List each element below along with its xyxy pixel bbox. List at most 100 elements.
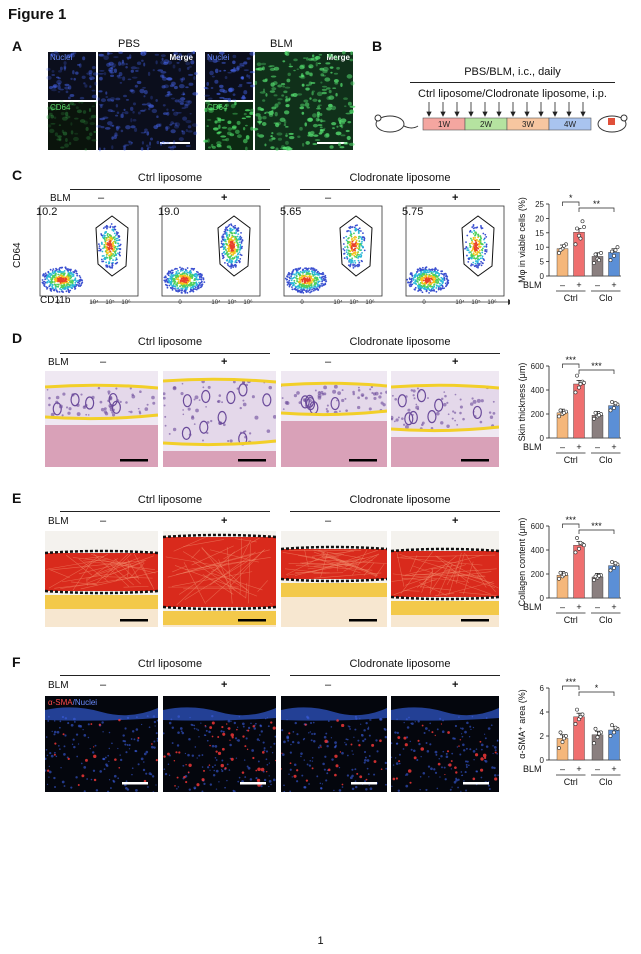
group-label: Clo [599,615,613,625]
d-sign-2: + [221,356,228,368]
merge-label: Merge [326,53,350,62]
data-point [608,408,613,413]
d-clodronate-liposome: Clodronate liposome [349,336,451,348]
sig-bracket [562,363,580,368]
tick-label: 600 [531,362,545,371]
data-point [613,561,618,566]
tick-label: 200 [531,410,545,419]
chart-blm-label: BLM [523,602,542,612]
f-ctrl-liposome: Ctrl liposome [137,658,203,670]
bar [573,545,585,599]
panel-a-label: A [12,38,23,54]
timeline-week-label: 4W [564,120,576,129]
d-sign-1: – [100,356,107,368]
svg-text:10⁴: 10⁴ [211,299,221,306]
svg-text:10⁴: 10⁴ [333,299,343,306]
data-point [558,570,563,575]
data-point [573,550,578,555]
mouse-end-icon [597,114,628,133]
bar [591,256,604,277]
gate-value-2: 19.0 [158,206,180,218]
d-clo-underline [290,353,500,354]
data-point [610,400,614,404]
data-point [575,373,579,378]
panel-b-label: B [372,38,383,54]
data-point [608,734,613,738]
svg-text:10⁶: 10⁶ [365,299,375,306]
chart-ylabel: Skin thickness (μm) [517,363,527,442]
data-point [597,258,601,263]
data-point [597,413,601,418]
sig-bracket [562,523,580,528]
e-histology-2 [163,531,276,627]
data-point [599,251,603,255]
chart-sign: + [576,442,581,452]
sig-marker: * [569,193,573,203]
chart-ylabel: Collagen content (μm) [517,518,527,607]
panel-a-texture [46,50,356,152]
chart-sign: + [611,442,616,452]
schedule-line-1: PBS/BLM, i.c., daily [464,66,561,78]
svg-text:10⁵: 10⁵ [105,299,115,306]
chart-d: 0 200 400 600 Skin thickness (μm) *** *** BLM – +… [517,355,621,465]
panel-a-blm-title: BLM [270,38,293,50]
data-point [595,735,600,740]
tick-label: 0 [540,756,545,765]
timeline-week-4 [548,117,592,131]
sig-marker: *** [565,355,576,365]
tick-label: 6 [540,684,545,693]
svg-text:10⁶: 10⁶ [121,299,131,306]
data-point [612,406,616,410]
svg-text:10⁴: 10⁴ [455,299,465,306]
data-point [560,740,565,744]
data-point [562,410,566,415]
group-label: Ctrl [564,455,578,465]
c-sign-4: + [452,192,459,204]
svg-text:10⁵: 10⁵ [227,299,237,306]
timeline-week-label: 2W [480,120,492,129]
data-point [575,707,579,712]
chart-sign: – [595,442,600,452]
merge-label: Merge [169,53,193,62]
tick-label: 2 [540,732,545,741]
d-ctrl-underline [60,353,270,354]
e-clo-underline [290,511,500,512]
pbs-nuclei-image: Nuclei [48,52,96,100]
f-sign-2: + [221,679,228,691]
group-label: Clo [599,455,613,465]
c-ctrl-underline [70,189,270,190]
scale-bar [317,142,347,144]
data-point [575,226,579,231]
tick-label: 20 [535,214,544,223]
chart-sign: – [560,442,565,452]
f-stain-label: α-SMA/Nuclei [48,698,98,707]
group-label: Ctrl [564,293,578,303]
gate-value-3: 5.65 [280,206,302,218]
data-point [558,730,563,735]
sig-marker: *** [565,677,576,687]
tick-label: 0 [540,594,545,603]
data-point [575,536,579,540]
e-ctrl-liposome: Ctrl liposome [137,494,203,506]
data-point [593,410,598,415]
e-sign-3: – [325,515,332,527]
data-point [610,723,614,728]
c-sign-1: – [98,192,105,204]
group-label: Ctrl [564,615,578,625]
e-sign-1: – [100,515,107,527]
nuclei-label: Nuclei [207,53,230,62]
data-point [557,251,561,255]
data-point [608,568,613,573]
chart-sign: – [560,280,565,290]
sig-marker: *** [591,361,602,371]
data-point [562,572,566,577]
data-point [597,731,601,736]
tick-label: 10 [535,243,544,252]
e-histology-3 [281,531,387,627]
cd64-label: CD64 [50,103,71,112]
data-point [593,574,598,579]
e-histology-1 [45,531,158,627]
data-point [573,390,578,395]
chart-ylabel: α-SMA⁺ area (%) [517,689,527,758]
